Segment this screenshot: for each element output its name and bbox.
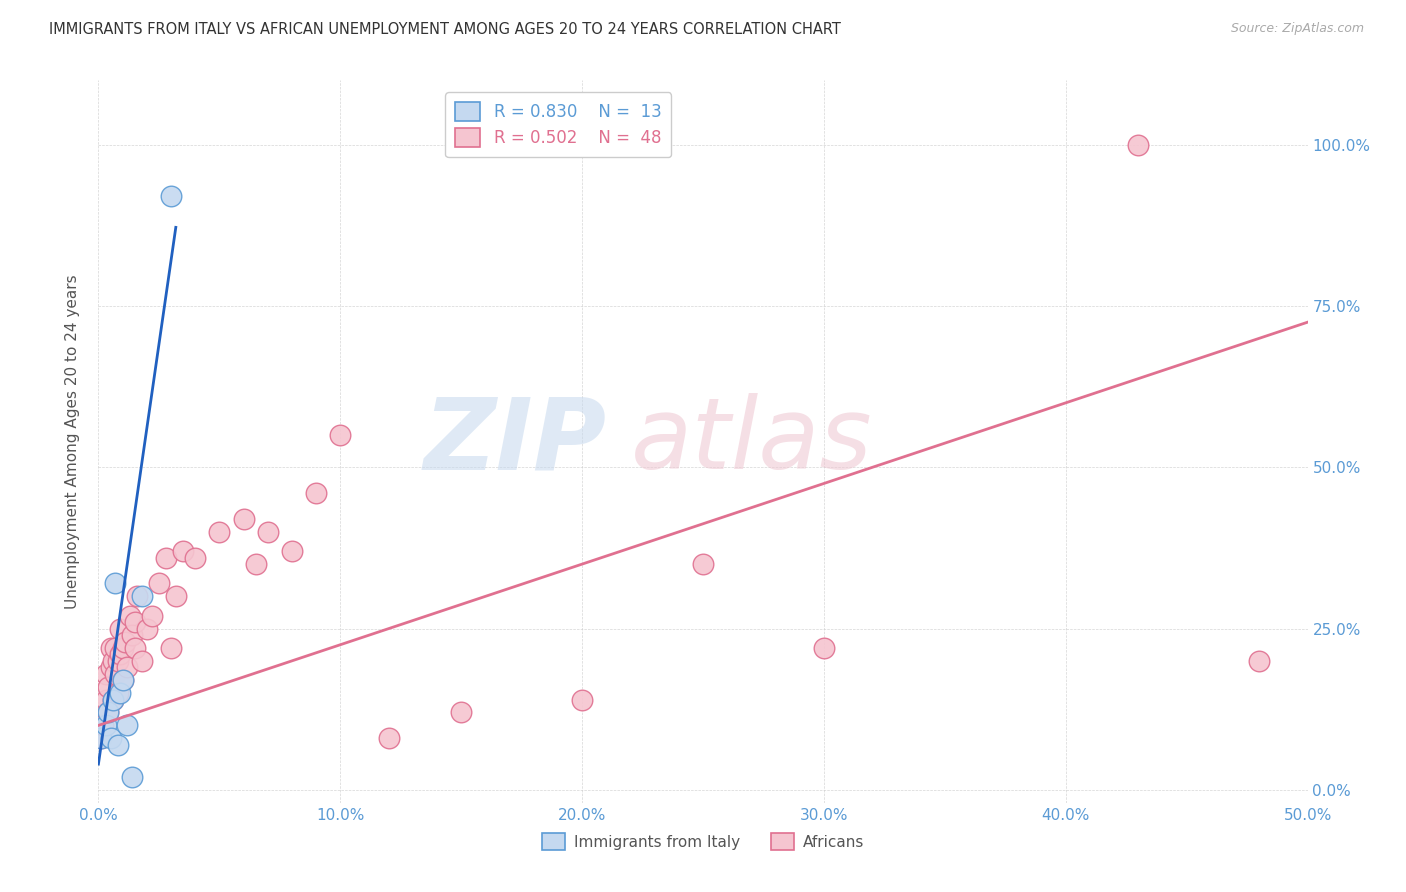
- Point: [111, 640, 134, 655]
- Point: [208, 524, 231, 539]
- Point: [232, 512, 254, 526]
- Point: [131, 654, 153, 668]
- Point: [165, 590, 187, 604]
- Point: [155, 550, 177, 565]
- Point: [94, 666, 117, 681]
- Point: [108, 648, 131, 662]
- Point: [101, 692, 124, 706]
- Point: [114, 634, 136, 648]
- Point: [94, 692, 117, 706]
- Point: [111, 673, 134, 688]
- Point: [118, 608, 141, 623]
- Point: [107, 686, 129, 700]
- Point: [813, 640, 835, 655]
- Point: [117, 718, 139, 732]
- Point: [97, 680, 120, 694]
- Point: [100, 731, 122, 746]
- Point: [281, 544, 304, 558]
- Point: [108, 686, 131, 700]
- Point: [172, 544, 194, 558]
- Point: [97, 706, 120, 720]
- Point: [135, 622, 157, 636]
- Point: [107, 654, 129, 668]
- Point: [127, 590, 149, 604]
- Point: [1249, 654, 1271, 668]
- Point: [692, 557, 714, 571]
- Point: [121, 770, 143, 784]
- Point: [160, 640, 183, 655]
- Point: [101, 654, 124, 668]
- Point: [571, 692, 593, 706]
- Point: [104, 640, 127, 655]
- Point: [100, 660, 122, 674]
- Text: Source: ZipAtlas.com: Source: ZipAtlas.com: [1230, 22, 1364, 36]
- Point: [131, 590, 153, 604]
- Text: atlas: atlas: [630, 393, 872, 490]
- Point: [124, 615, 146, 630]
- Point: [305, 486, 328, 500]
- Point: [104, 576, 127, 591]
- Text: IMMIGRANTS FROM ITALY VS AFRICAN UNEMPLOYMENT AMONG AGES 20 TO 24 YEARS CORRELAT: IMMIGRANTS FROM ITALY VS AFRICAN UNEMPLO…: [49, 22, 841, 37]
- Y-axis label: Unemployment Among Ages 20 to 24 years: Unemployment Among Ages 20 to 24 years: [65, 274, 80, 609]
- Point: [141, 608, 163, 623]
- Point: [329, 428, 352, 442]
- Point: [104, 666, 127, 681]
- Point: [117, 660, 139, 674]
- Legend: Immigrants from Italy, Africans: Immigrants from Italy, Africans: [536, 827, 870, 856]
- Point: [121, 628, 143, 642]
- Point: [97, 706, 120, 720]
- Point: [101, 692, 124, 706]
- Point: [90, 731, 112, 746]
- Point: [124, 640, 146, 655]
- Point: [245, 557, 267, 571]
- Point: [108, 622, 131, 636]
- Point: [111, 673, 134, 688]
- Point: [160, 189, 183, 203]
- Point: [256, 524, 278, 539]
- Point: [377, 731, 399, 746]
- Point: [90, 731, 112, 746]
- Point: [91, 718, 114, 732]
- Point: [148, 576, 170, 591]
- Point: [450, 706, 472, 720]
- Point: [94, 718, 117, 732]
- Point: [100, 640, 122, 655]
- Point: [107, 738, 129, 752]
- Point: [184, 550, 207, 565]
- Point: [1128, 137, 1150, 152]
- Text: ZIP: ZIP: [423, 393, 606, 490]
